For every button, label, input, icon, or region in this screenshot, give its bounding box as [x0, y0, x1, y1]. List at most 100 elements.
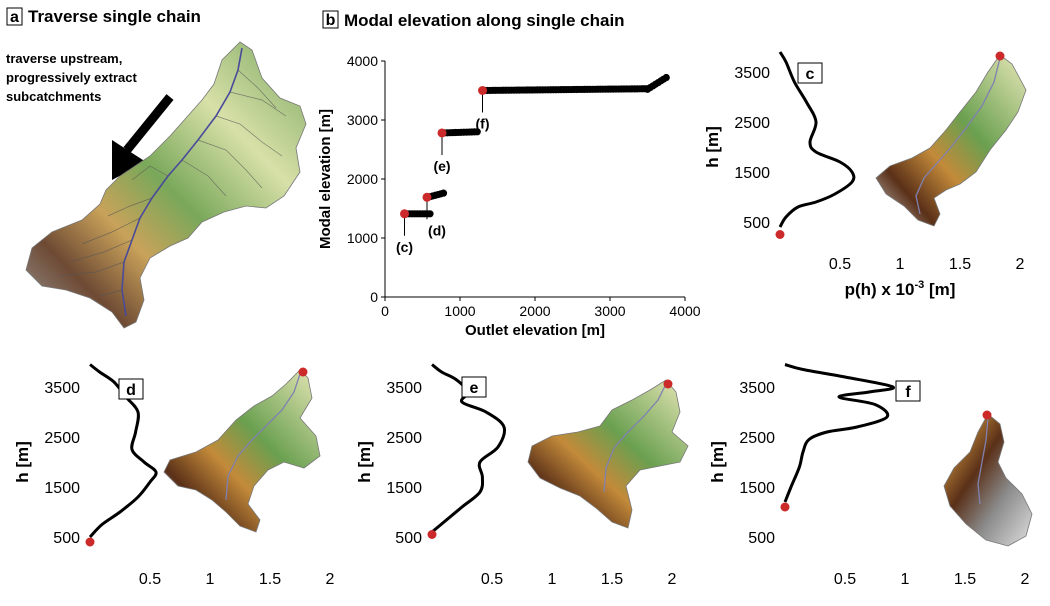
panel-a-note-line1: traverse upstream, [6, 51, 122, 66]
y-tick-label: 500 [53, 530, 80, 547]
y-tick-label: 3500 [386, 380, 422, 397]
hypsometry-curve [431, 363, 506, 534]
chart-modal-elevation: 0 1000 2000 3000 4000 0 1000 2000 3000 4000 Outlet… [317, 53, 701, 339]
source-point-f [982, 410, 992, 420]
x-tick-label: 2 [668, 571, 677, 588]
catchment-map-a [25, 41, 307, 329]
chart-hypsometry-f: 1500 2500 3500 500 0.5 1 1.5 2 h [m] [708, 363, 1030, 588]
y-tick-label: 2500 [734, 115, 770, 132]
panel-d-letter-box [118, 378, 144, 400]
outlet-point [780, 502, 790, 512]
panel-e-letter: e [470, 380, 479, 397]
river-c [915, 57, 1001, 215]
y-tick-label: 2500 [739, 430, 775, 447]
x-tick-label: 1.5 [949, 256, 971, 273]
y-tick-label: 1500 [739, 480, 775, 497]
data-point [662, 73, 670, 82]
hypsometry-curve [783, 363, 895, 503]
panel-e: 500 1500 2500 3500 0.5 1 1.5 2 h [m] e [355, 363, 689, 588]
y-tick-label: 1500 [734, 165, 770, 182]
highlight-label: (d) [428, 222, 446, 238]
highlight-label: (f) [476, 116, 490, 132]
y-tick-label: 500 [748, 530, 775, 547]
chart-hypsometry-d: 500 1500 2500 3500 0.5 1 1.5 2 h [m] [13, 363, 335, 588]
y-axis-label: h [m] [355, 441, 374, 483]
panel-f-letter-box [895, 380, 921, 402]
catchment-map-e [527, 379, 689, 529]
x-tick-label: 0.5 [139, 571, 161, 588]
catchment-map-c [875, 51, 1027, 227]
panel-a-note-line3: subcatchments [6, 89, 101, 104]
source-point-e [663, 379, 673, 389]
x-tick-label: 1.5 [954, 571, 976, 588]
y-tick-label: 4000 [347, 53, 378, 69]
panel-a-title: Traverse single chain [28, 7, 201, 26]
panel-e-letter-box [461, 376, 487, 398]
x-tick-label: 1 [548, 571, 557, 588]
panel-c-letter: c [806, 66, 815, 83]
river-e [603, 383, 667, 493]
x-tick-label: 0.5 [481, 571, 503, 588]
panel-c: 500 1500 2500 3500 0.5 1 1.5 2 h [m] p(h) x 10-3 … [703, 51, 1027, 299]
y-tick-label: 500 [743, 215, 770, 232]
panel-b-letter: b [326, 12, 336, 29]
panel-a: a Traverse single chain traverse upstrea… [6, 7, 307, 329]
direction-arrow-icon [112, 94, 174, 180]
hypsometry-curve [778, 51, 856, 228]
catchment-map-f [943, 410, 1033, 547]
x-tick-label: 2 [1016, 256, 1025, 273]
y-axis-label: Modal elevation [m] [317, 109, 334, 249]
x-tick-label: 0.5 [829, 256, 851, 273]
highlight-label: (c) [396, 239, 413, 255]
y-tick-label: 2500 [44, 430, 80, 447]
y-tick-label: 3500 [739, 380, 775, 397]
x-tick-label: 4000 [669, 303, 700, 319]
hypsometry-curve [88, 363, 158, 539]
outlet-point [85, 537, 95, 547]
chart-hypsometry-c: 500 1500 2500 3500 0.5 1 1.5 2 h [m] p(h) x 10-3 … [703, 51, 1025, 299]
y-tick-label: 1000 [347, 230, 378, 246]
data-point [426, 210, 434, 218]
x-tick-label: 1 [896, 256, 905, 273]
y-tick-label: 1500 [386, 480, 422, 497]
outlet-point [775, 230, 785, 239]
panel-f: 1500 2500 3500 500 0.5 1 1.5 2 h [m] f [708, 363, 1033, 588]
data-point [439, 189, 448, 197]
x-axis-label: p(h) x 10-3 [m] [845, 279, 956, 299]
panel-b: b Modal elevation along single chain 0 10… [317, 10, 701, 339]
source-point-c [995, 51, 1005, 61]
x-tick-label: 3000 [594, 303, 625, 319]
x-tick-label: 1000 [444, 303, 475, 319]
x-tick-label: 2 [1021, 571, 1030, 588]
y-tick-label: 3500 [44, 380, 80, 397]
x-tick-label: 1.5 [601, 571, 623, 588]
highlight-point [422, 192, 432, 202]
x-tick-label: 1 [901, 571, 910, 588]
x-tick-label: 0.5 [834, 571, 856, 588]
y-axis-label: h [m] [708, 441, 727, 483]
x-tick-label: 2000 [519, 303, 550, 319]
panel-c-letter-box [797, 62, 823, 84]
panel-a-note-line2: progressively extract [6, 70, 137, 85]
river-d [225, 373, 301, 501]
y-tick-label: 3500 [734, 65, 770, 82]
y-tick-label: 2000 [347, 171, 378, 187]
source-point-d [298, 367, 308, 377]
x-tick-label: 1.5 [259, 571, 281, 588]
panel-b-letter-box [322, 10, 339, 29]
highlight-point [437, 128, 447, 138]
x-tick-label: 0 [381, 303, 389, 319]
outlet-point [427, 530, 437, 539]
highlight-point [400, 209, 409, 219]
river-f [977, 417, 989, 505]
y-axis-label: h [m] [703, 126, 722, 168]
y-tick-label: 3000 [347, 112, 378, 128]
catchment-map-d [163, 367, 321, 533]
x-tick-label: 1 [206, 571, 215, 588]
x-tick-label: 2 [326, 571, 335, 588]
data-point [473, 128, 481, 136]
panel-a-letter-box [6, 7, 23, 26]
y-tick-label: 0 [370, 289, 378, 305]
chart-hypsometry-e: 500 1500 2500 3500 0.5 1 1.5 2 h [m] [355, 363, 677, 588]
